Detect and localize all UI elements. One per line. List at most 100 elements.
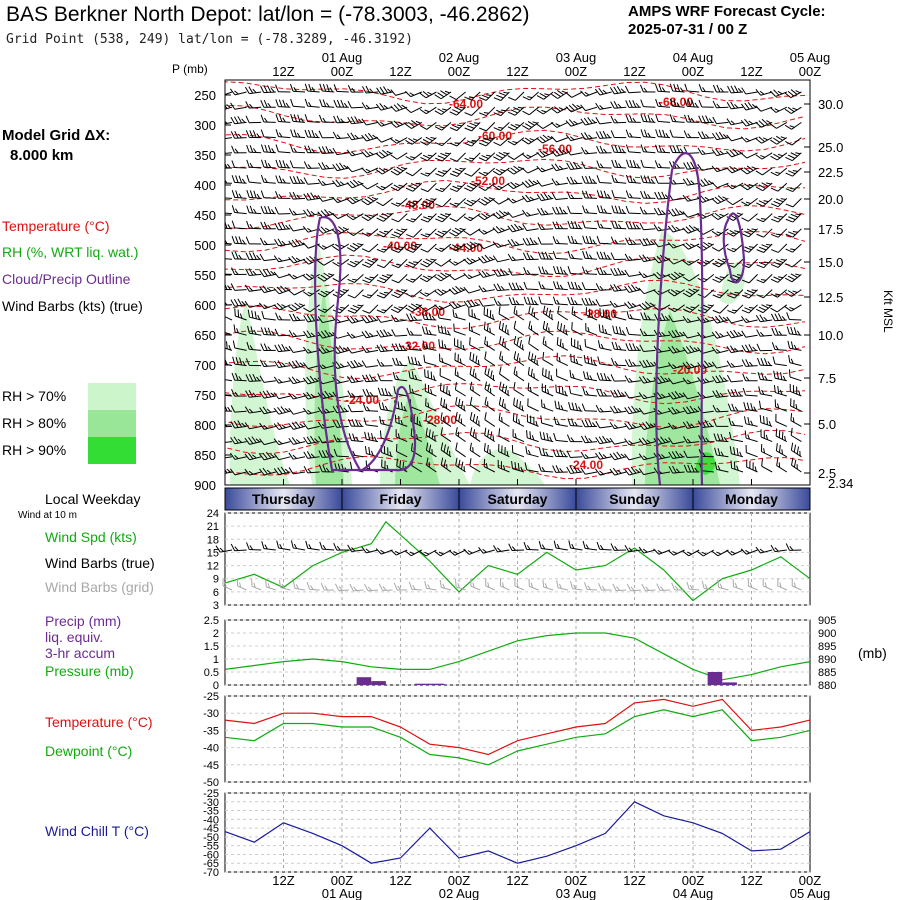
barb-feather	[730, 184, 736, 188]
barb-feather	[638, 255, 645, 262]
barb-feather	[334, 583, 340, 591]
wind-barb	[230, 116, 247, 125]
barb-feather	[449, 127, 458, 132]
barb-staff	[439, 346, 452, 351]
barb-feather	[756, 308, 764, 314]
barb-feather	[217, 371, 221, 378]
barb-feather	[796, 330, 801, 336]
barb-feather	[674, 208, 681, 215]
barb-feather	[570, 353, 572, 362]
barb-feather	[488, 137, 494, 140]
wind-barb	[231, 388, 247, 397]
barb-staff	[383, 258, 393, 269]
barb-staff	[543, 91, 554, 100]
barb-feather	[596, 388, 601, 397]
barb-feather	[305, 273, 313, 279]
barb-feather	[536, 179, 542, 187]
wind-barb	[483, 443, 496, 458]
barb-feather	[552, 465, 557, 473]
barb-feather	[729, 149, 736, 157]
barb-feather	[755, 314, 761, 322]
wind-barb	[375, 167, 393, 175]
barb-staff	[439, 360, 452, 367]
barb-feather	[550, 122, 558, 128]
barb-feather	[365, 374, 370, 382]
barb-staff	[512, 258, 525, 262]
barb-feather	[496, 243, 502, 247]
barb-staff	[353, 589, 364, 592]
barb-feather	[220, 135, 224, 139]
barb-feather	[270, 392, 275, 397]
barb-feather	[391, 329, 396, 337]
barb-feather	[219, 467, 223, 474]
wind-barb	[774, 399, 787, 412]
barb-staff	[412, 213, 423, 223]
wind-barb	[469, 381, 481, 397]
barb-staff	[687, 90, 700, 93]
wind-barb	[232, 340, 247, 351]
barb-staff	[409, 348, 422, 351]
barb-staff	[614, 348, 627, 351]
barb-feather	[727, 294, 735, 299]
barb-feather	[391, 308, 399, 314]
barb-feather	[478, 299, 484, 307]
barb-staff	[264, 425, 276, 430]
barb-feather	[682, 362, 689, 370]
barb-feather	[789, 125, 795, 128]
barb-feather	[265, 451, 272, 459]
barb-feather	[596, 235, 601, 244]
barb-staff	[424, 361, 437, 367]
barb-feather	[516, 310, 518, 316]
barb-feather	[719, 332, 724, 337]
wind-barb	[275, 159, 291, 169]
barb-staff	[599, 181, 612, 184]
wind-barb	[376, 315, 393, 323]
wind-barb	[740, 118, 758, 127]
barb-feather	[649, 423, 655, 428]
barb-feather	[606, 438, 611, 443]
wind-barb	[507, 152, 525, 161]
barb-feather	[384, 405, 389, 411]
barb-feather	[274, 328, 279, 336]
barb-feather	[714, 276, 723, 281]
wind-barb	[288, 224, 306, 232]
barb-feather	[306, 314, 312, 322]
barb-feather	[510, 238, 517, 246]
wind-barb	[244, 422, 262, 430]
barb-feather	[774, 399, 777, 408]
barb-feather	[346, 346, 353, 354]
wind-barb	[288, 437, 306, 445]
wind-barb	[566, 450, 583, 459]
barb-feather	[288, 437, 294, 445]
barb-feather	[393, 168, 401, 174]
barb-feather	[514, 182, 520, 186]
barb-feather	[544, 93, 550, 96]
barb-feather	[682, 377, 688, 385]
barb-feather	[588, 308, 591, 317]
wind-barb	[512, 413, 525, 427]
barb-feather	[444, 344, 447, 350]
wind-barb	[565, 91, 583, 98]
barb-feather	[560, 323, 563, 331]
barb-staff	[701, 380, 714, 384]
barb-feather	[581, 419, 586, 427]
barb-feather	[689, 345, 695, 352]
barb-feather	[395, 429, 397, 437]
wind-barb	[225, 212, 233, 215]
barb-staff	[716, 468, 729, 473]
barb-feather	[647, 315, 651, 321]
wind-barb	[493, 122, 510, 132]
surface-wind-barb	[305, 540, 320, 551]
barb-staff	[225, 257, 233, 260]
wind-barb	[741, 344, 758, 353]
barb-feather	[463, 201, 472, 207]
barb-feather	[654, 83, 659, 92]
barb-feather	[773, 153, 781, 159]
barb-feather	[276, 540, 280, 549]
barb-feather	[603, 148, 607, 154]
barb-feather	[426, 457, 429, 466]
barb-feather	[428, 462, 430, 468]
barb-staff	[225, 121, 233, 126]
wind-barb	[362, 85, 379, 94]
barb-staff	[512, 213, 525, 218]
